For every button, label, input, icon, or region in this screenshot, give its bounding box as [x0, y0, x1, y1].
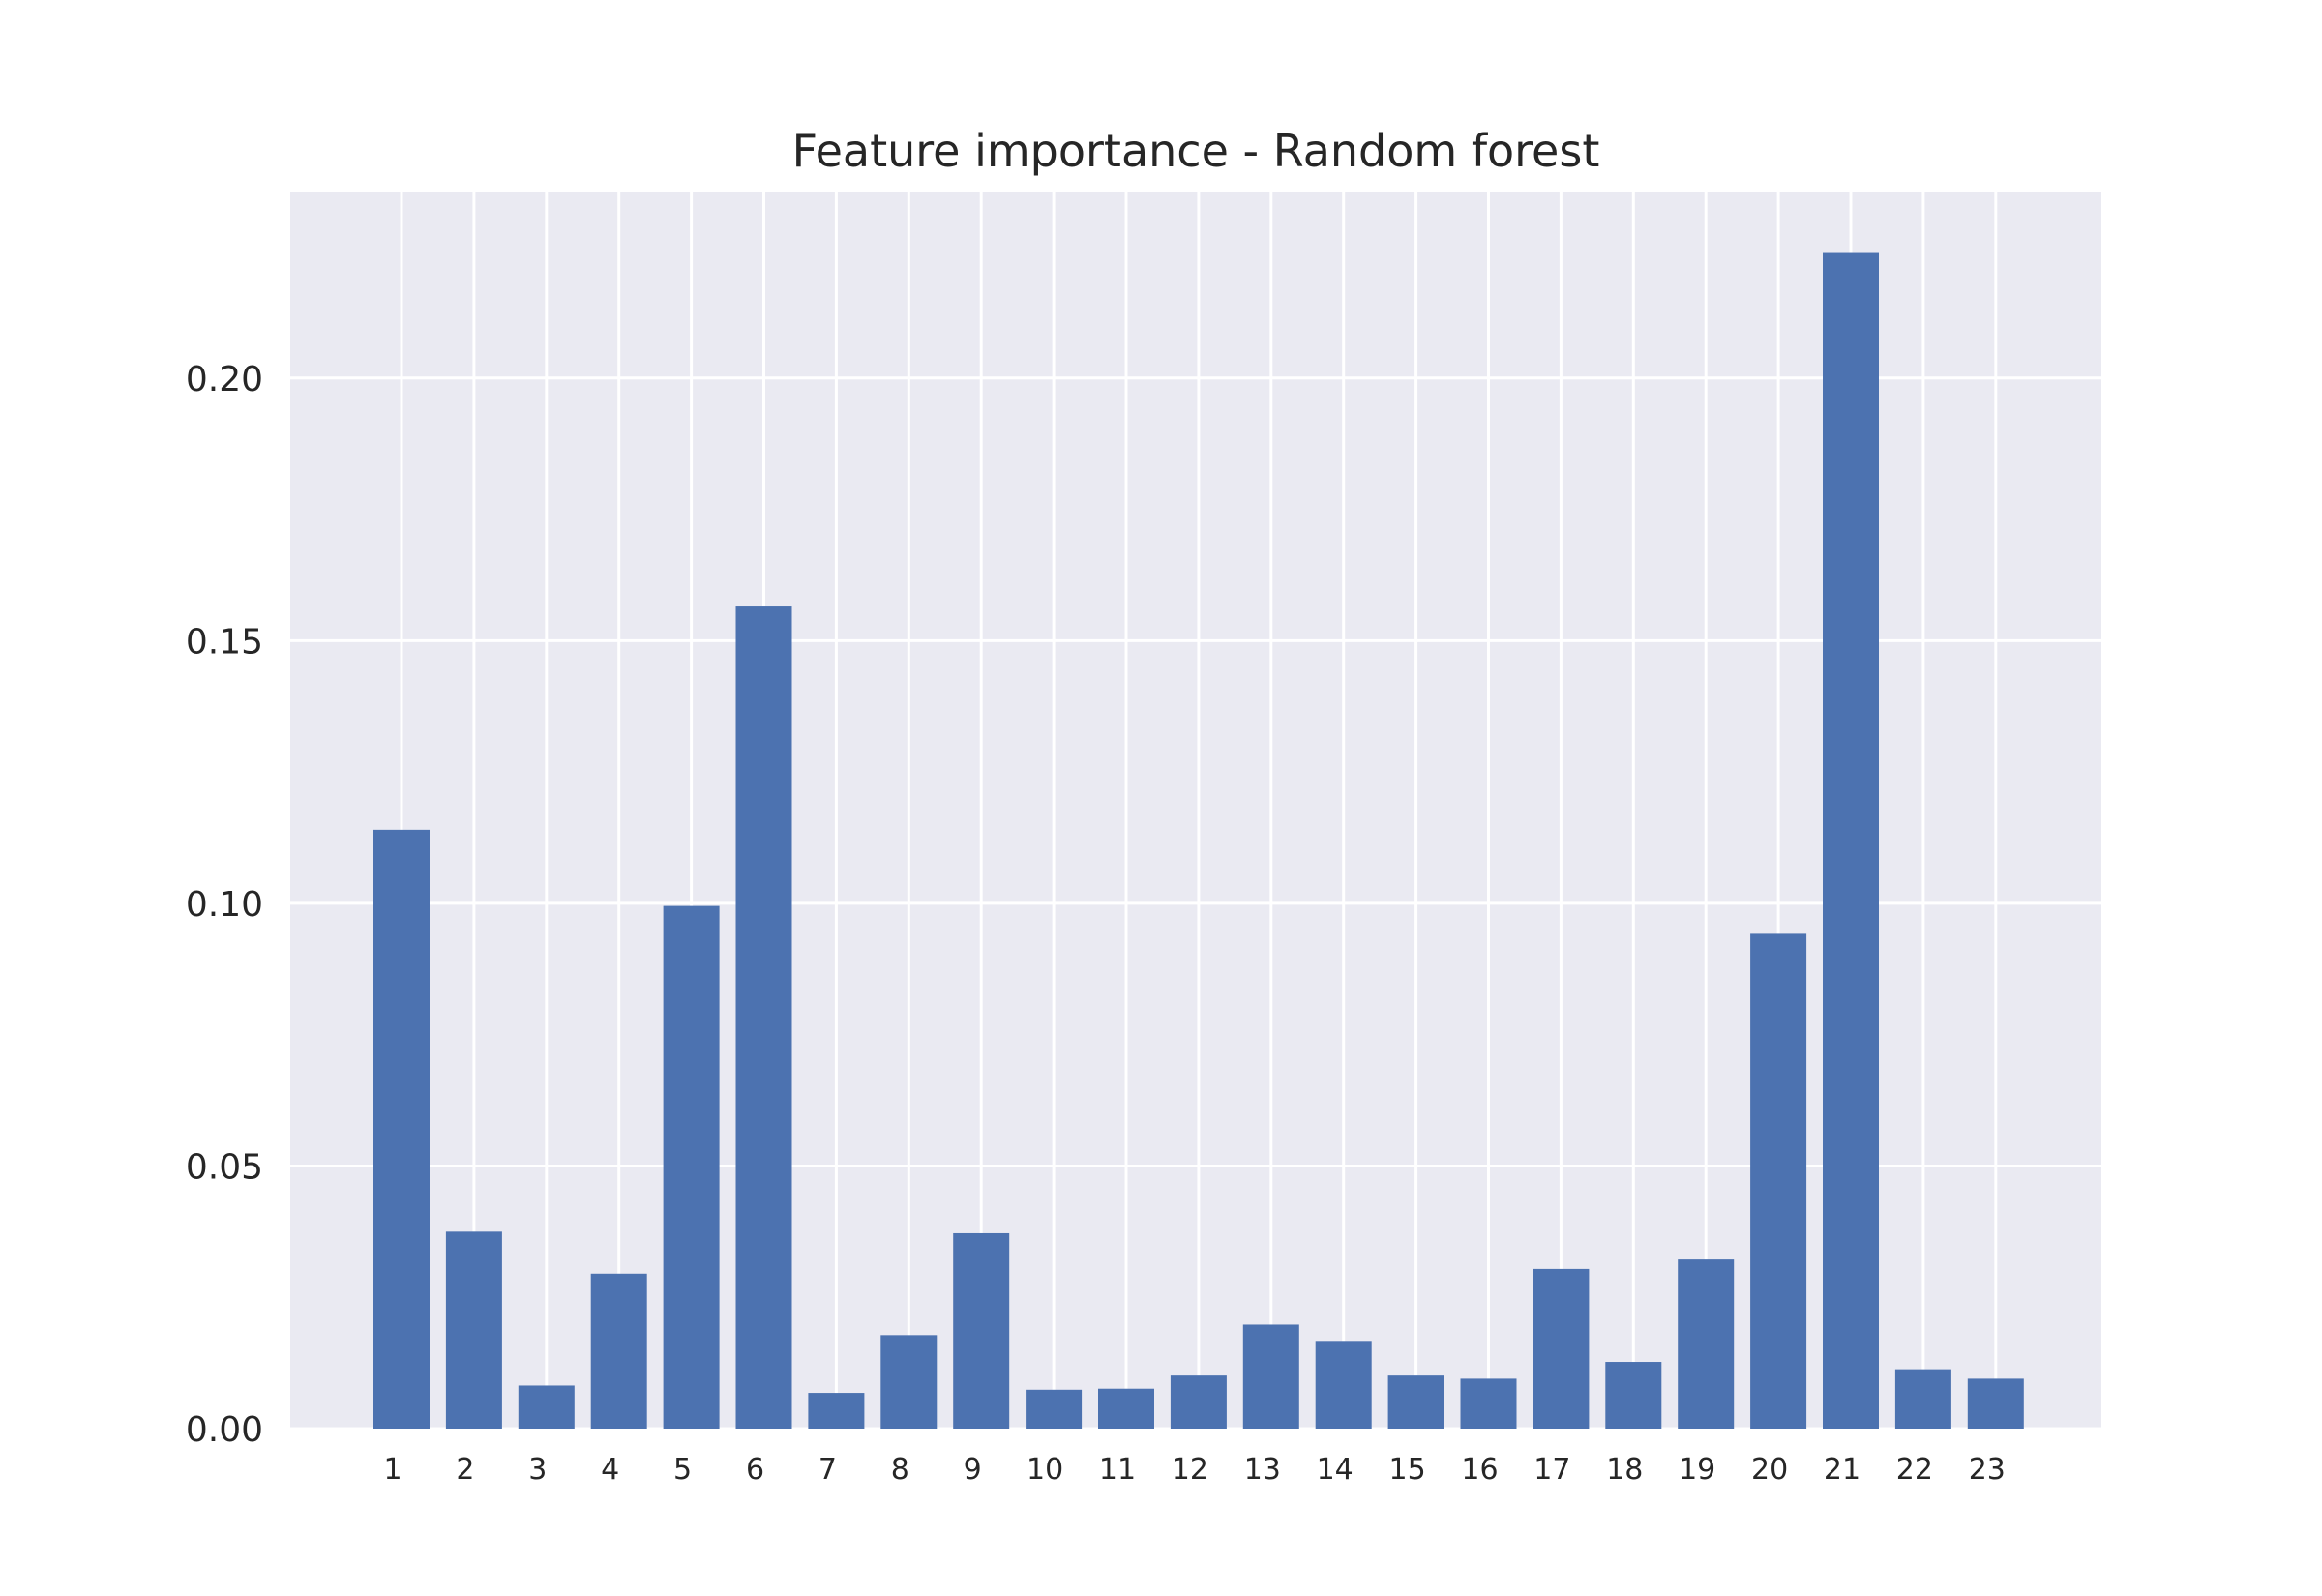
chart-title: Feature importance - Random forest	[792, 125, 1600, 177]
bar-feature-21	[1823, 252, 1879, 1429]
bar-feature-2	[445, 1231, 502, 1429]
bar-feature-15	[1387, 1375, 1444, 1429]
bar-feature-23	[1967, 1378, 2024, 1429]
bar-feature-20	[1750, 933, 1807, 1429]
x-tick-label: 13	[1244, 1453, 1281, 1487]
bars	[373, 252, 2024, 1429]
bar-feature-1	[373, 829, 430, 1429]
x-tick-label: 19	[1679, 1453, 1715, 1487]
bar-feature-22	[1894, 1369, 1951, 1429]
bar-feature-6	[735, 606, 792, 1429]
bar-feature-5	[663, 905, 720, 1429]
x-tick-label: 22	[1896, 1453, 1933, 1487]
bar-feature-18	[1605, 1362, 1662, 1429]
grid-lines	[290, 192, 2101, 1431]
bar-feature-13	[1242, 1324, 1299, 1429]
bar-feature-3	[518, 1385, 575, 1429]
x-tick-label: 6	[746, 1453, 764, 1487]
x-tick-label: 20	[1751, 1453, 1788, 1487]
bar-feature-11	[1098, 1388, 1154, 1429]
bar-feature-9	[953, 1232, 1010, 1429]
x-tick-label: 16	[1461, 1453, 1498, 1487]
bar-feature-14	[1315, 1341, 1372, 1429]
x-tick-label: 8	[891, 1453, 909, 1487]
x-tick-label: 17	[1533, 1453, 1570, 1487]
x-tick-label: 23	[1969, 1453, 2006, 1487]
y-tick-label: 0.20	[186, 360, 263, 399]
x-tick-label: 5	[673, 1453, 692, 1487]
bar-feature-17	[1533, 1268, 1590, 1429]
y-tick-label: 0.05	[186, 1147, 263, 1187]
y-tick-label: 0.10	[186, 885, 263, 925]
x-tick-label: 2	[456, 1453, 474, 1487]
y-tick-label: 0.15	[186, 622, 263, 662]
bar-feature-12	[1170, 1375, 1227, 1429]
bar-feature-10	[1026, 1389, 1083, 1429]
x-axis-ticks: 1 2 3 4 5 6 7 8 9 10 11 12 13 14 15 16 17 18 19 20 21 22 23	[383, 1453, 2005, 1487]
x-tick-label: 9	[964, 1453, 982, 1487]
x-tick-label: 7	[819, 1453, 837, 1487]
x-tick-label: 4	[601, 1453, 619, 1487]
x-tick-label: 12	[1172, 1453, 1208, 1487]
x-tick-label: 18	[1606, 1453, 1643, 1487]
bar-feature-4	[590, 1273, 647, 1429]
x-tick-label: 21	[1824, 1453, 1861, 1487]
bar-feature-16	[1460, 1378, 1517, 1429]
x-tick-label: 3	[528, 1453, 547, 1487]
bar-feature-8	[880, 1335, 938, 1429]
y-tick-label: 0.00	[186, 1410, 263, 1450]
bar-feature-19	[1678, 1259, 1735, 1429]
x-tick-label: 14	[1317, 1453, 1354, 1487]
bar-feature-7	[808, 1393, 865, 1429]
x-tick-label: 15	[1389, 1453, 1426, 1487]
x-tick-label: 1	[383, 1453, 402, 1487]
x-tick-label: 11	[1099, 1453, 1136, 1487]
y-axis-ticks: 0.00 0.05 0.10 0.15 0.20	[186, 360, 263, 1450]
x-tick-label: 10	[1027, 1453, 1063, 1487]
